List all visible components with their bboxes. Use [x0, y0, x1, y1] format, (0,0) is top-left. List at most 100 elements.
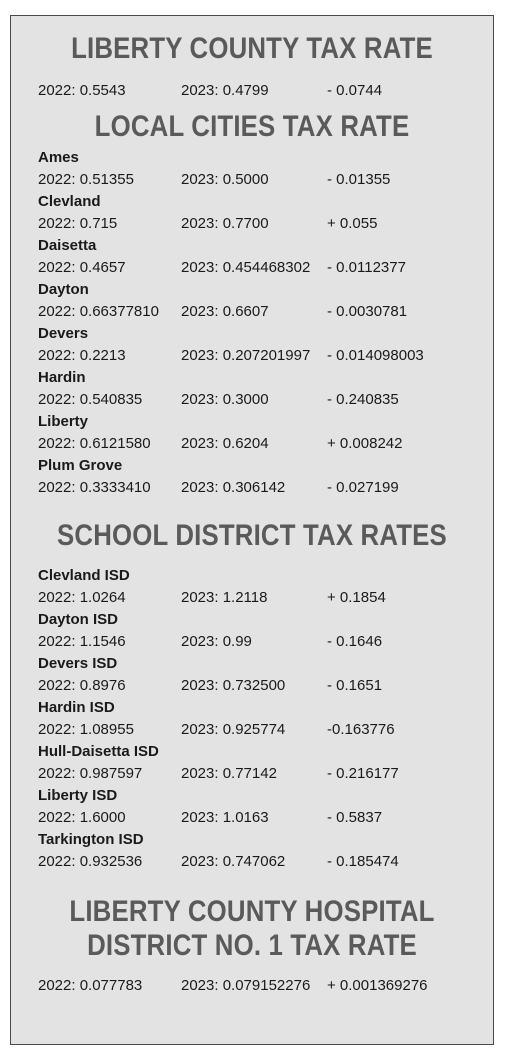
- rate-2023: 2023: 0.99: [181, 633, 252, 650]
- list-item: Liberty 2022: 0.6121580 2023: 0.6204 + 0…: [11, 411, 493, 455]
- entity-name: Dayton: [38, 281, 89, 298]
- rate-row: 2022: 0.3333410 2023: 0.306142 - 0.02719…: [11, 477, 493, 499]
- entity-name: Plum Grove: [38, 457, 123, 474]
- list-item: Dayton ISD 2022: 1.1546 2023: 0.99 - 0.1…: [11, 609, 493, 653]
- rate-change: - 0.1651: [327, 677, 383, 694]
- rate-2022: 2022: 0.932536: [38, 853, 143, 870]
- rate-2022: 2022: 0.4657: [38, 259, 126, 276]
- rate-change: - 0.0030781: [327, 303, 408, 320]
- rate-2022: 2022: 0.5543: [38, 82, 126, 99]
- rate-2022: 2022: 0.8976: [38, 677, 126, 694]
- rate-row: 2022: 1.0264 2023: 1.2118 + 0.1854: [11, 587, 493, 609]
- list-item: Liberty ISD 2022: 1.6000 2023: 1.0163 - …: [11, 785, 493, 829]
- rate-change: -0.163776: [327, 721, 395, 738]
- county-rate-row: 2022: 0.5543 2023: 0.4799 - 0.0744: [11, 80, 493, 102]
- rate-row: 2022: 0.6121580 2023: 0.6204 + 0.008242: [11, 433, 493, 455]
- rate-2023: 2023: 0.6607: [181, 303, 269, 320]
- entity-name: Liberty: [38, 413, 89, 430]
- list-item: Daisetta 2022: 0.4657 2023: 0.454468302 …: [11, 235, 493, 279]
- schools-list: Clevland ISD 2022: 1.0264 2023: 1.2118 +…: [11, 565, 493, 873]
- rate-2023: 2023: 0.306142: [181, 479, 286, 496]
- hospital-heading-line1: LIBERTY COUNTY HOSPITAL: [69, 895, 435, 928]
- rate-2023: 2023: 0.6204: [181, 435, 269, 452]
- entity-name: Clevland ISD: [38, 567, 130, 584]
- rate-2023: 2023: 0.77142: [181, 765, 277, 782]
- entity-name: Ames: [38, 149, 79, 166]
- schools-section: SCHOOL DISTRICT TAX RATES Clevland ISD 2…: [11, 499, 493, 873]
- hospital-section: LIBERTY COUNTY HOSPITAL DISTRICT NO. 1 T…: [11, 873, 493, 997]
- hospital-rate-row: 2022: 0.077783 2023: 0.079152276 + 0.001…: [11, 975, 493, 997]
- entity-name: Devers: [38, 325, 89, 342]
- rate-2022: 2022: 0.077783: [38, 977, 143, 994]
- rate-2023: 2023: 0.3000: [181, 391, 269, 408]
- hospital-heading-line2: DISTRICT NO. 1 TAX RATE: [87, 929, 417, 962]
- rate-2022: 2022: 0.987597: [38, 765, 143, 782]
- rate-change: + 0.055: [327, 215, 378, 232]
- list-item: Clevland 2022: 0.715 2023: 0.7700 + 0.05…: [11, 191, 493, 235]
- list-item: Ames 2022: 0.51355 2023: 0.5000 - 0.0135…: [11, 147, 493, 191]
- entity-name: Hull-Daisetta ISD: [38, 743, 159, 760]
- entity-name: Daisetta: [38, 237, 97, 254]
- rate-change: - 0.185474: [327, 853, 399, 870]
- rate-2022: 2022: 0.2213: [38, 347, 126, 364]
- rate-change: - 0.01355: [327, 171, 391, 188]
- rate-change: - 0.014098003: [327, 347, 424, 364]
- list-item: Hardin 2022: 0.540835 2023: 0.3000 - 0.2…: [11, 367, 493, 411]
- list-item: Tarkington ISD 2022: 0.932536 2023: 0.74…: [11, 829, 493, 873]
- rate-change: - 0.5837: [327, 809, 383, 826]
- list-item: Clevland ISD 2022: 1.0264 2023: 1.2118 +…: [11, 565, 493, 609]
- rate-2022: 2022: 0.715: [38, 215, 118, 232]
- tax-rate-panel: LIBERTY COUNTY TAX RATE 2022: 0.5543 202…: [10, 15, 494, 1045]
- rate-change: - 0.240835: [327, 391, 399, 408]
- list-item: Hull-Daisetta ISD 2022: 0.987597 2023: 0…: [11, 741, 493, 785]
- rate-row: 2022: 1.1546 2023: 0.99 - 0.1646: [11, 631, 493, 653]
- rate-change: - 0.0744: [327, 82, 383, 99]
- rate-2022: 2022: 0.540835: [38, 391, 143, 408]
- rate-row: 2022: 0.66377810 2023: 0.6607 - 0.003078…: [11, 301, 493, 323]
- rate-change: - 0.027199: [327, 479, 399, 496]
- rate-2022: 2022: 1.08955: [38, 721, 134, 738]
- rate-2023: 2023: 0.747062: [181, 853, 286, 870]
- rate-2023: 2023: 0.732500: [181, 677, 286, 694]
- rate-change: + 0.1854: [327, 589, 386, 606]
- rate-2022: 2022: 0.6121580: [38, 435, 151, 452]
- rate-2023: 2023: 1.0163: [181, 809, 269, 826]
- rate-2023: 2023: 0.7700: [181, 215, 269, 232]
- entity-name: Tarkington ISD: [38, 831, 144, 848]
- county-heading: LIBERTY COUNTY TAX RATE: [71, 32, 433, 65]
- rate-change: - 0.1646: [327, 633, 383, 650]
- rate-2023: 2023: 1.2118: [181, 589, 268, 606]
- entity-name: Liberty ISD: [38, 787, 118, 804]
- rate-row: 2022: 0.987597 2023: 0.77142 - 0.216177: [11, 763, 493, 785]
- cities-section: LOCAL CITIES TAX RATE Ames 2022: 0.51355…: [11, 102, 493, 499]
- rate-change: + 0.001369276: [327, 977, 428, 994]
- cities-list: Ames 2022: 0.51355 2023: 0.5000 - 0.0135…: [11, 147, 493, 499]
- rate-row: 2022: 0.51355 2023: 0.5000 - 0.01355: [11, 169, 493, 191]
- rate-2022: 2022: 0.51355: [38, 171, 134, 188]
- rate-change: - 0.216177: [327, 765, 399, 782]
- entity-name: Hardin ISD: [38, 699, 115, 716]
- rate-row: 2022: 1.08955 2023: 0.925774 -0.163776: [11, 719, 493, 741]
- rate-2022: 2022: 1.6000: [38, 809, 126, 826]
- list-item: Devers 2022: 0.2213 2023: 0.207201997 - …: [11, 323, 493, 367]
- rate-row: 2022: 0.2213 2023: 0.207201997 - 0.01409…: [11, 345, 493, 367]
- rate-2022: 2022: 1.1546: [38, 633, 126, 650]
- entity-name: Clevland: [38, 193, 101, 210]
- list-item: Plum Grove 2022: 0.3333410 2023: 0.30614…: [11, 455, 493, 499]
- rate-row: 2022: 0.932536 2023: 0.747062 - 0.185474: [11, 851, 493, 873]
- rate-row: 2022: 0.8976 2023: 0.732500 - 0.1651: [11, 675, 493, 697]
- rate-change: - 0.0112377: [327, 259, 406, 276]
- entity-name: Hardin: [38, 369, 86, 386]
- rate-change: + 0.008242: [327, 435, 403, 452]
- rate-row: 2022: 0.715 2023: 0.7700 + 0.055: [11, 213, 493, 235]
- rate-2022: 2022: 0.66377810: [38, 303, 159, 320]
- rate-2023: 2023: 0.454468302: [181, 259, 311, 276]
- list-item: Hardin ISD 2022: 1.08955 2023: 0.925774 …: [11, 697, 493, 741]
- rate-2023: 2023: 0.925774: [181, 721, 286, 738]
- entity-name: Devers ISD: [38, 655, 118, 672]
- entity-name: Dayton ISD: [38, 611, 119, 628]
- rate-2023: 2023: 0.079152276: [181, 977, 311, 994]
- county-section: LIBERTY COUNTY TAX RATE 2022: 0.5543 202…: [11, 16, 493, 102]
- list-item: Devers ISD 2022: 0.8976 2023: 0.732500 -…: [11, 653, 493, 697]
- cities-heading: LOCAL CITIES TAX RATE: [94, 110, 410, 143]
